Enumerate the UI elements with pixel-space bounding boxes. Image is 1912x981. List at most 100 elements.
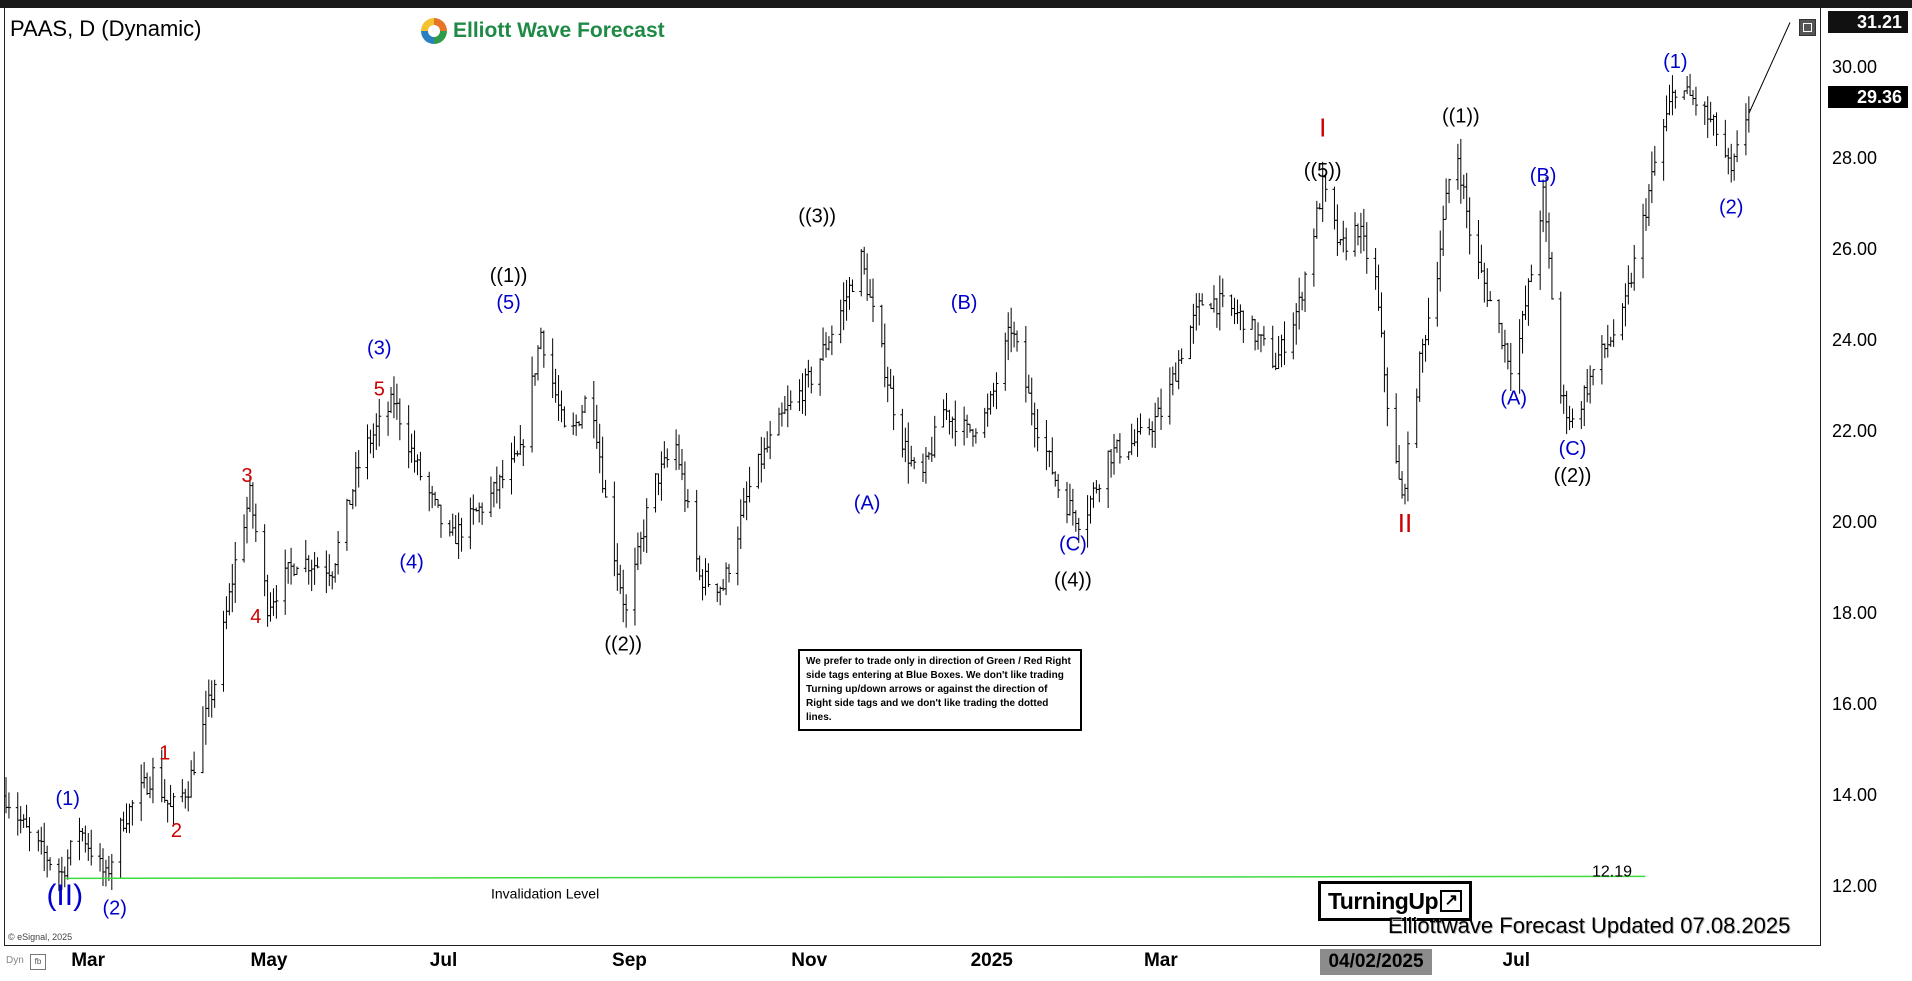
ohlc-bar bbox=[1303, 271, 1308, 312]
trading-note: We prefer to trade only in direction of … bbox=[798, 649, 1082, 731]
ohlc-bar bbox=[1447, 178, 1452, 204]
ohlc-bar bbox=[1297, 277, 1302, 330]
ohlc-bar bbox=[533, 373, 538, 386]
ohlc-bar bbox=[624, 594, 629, 628]
ohlc-bar bbox=[306, 555, 311, 585]
ohlc-bar bbox=[1167, 367, 1172, 425]
ohlc-bar bbox=[1097, 484, 1102, 503]
ohlc-bar bbox=[394, 383, 399, 420]
ohlc-bar bbox=[1485, 268, 1490, 307]
ohlc-bar bbox=[738, 499, 743, 550]
ohlc-bar bbox=[1258, 334, 1263, 353]
ohlc-bar bbox=[597, 423, 602, 474]
ohlc-bar bbox=[1112, 433, 1117, 475]
ohlc-bar bbox=[1150, 421, 1155, 448]
ohlc-bar bbox=[65, 849, 70, 880]
ohlc-bar bbox=[389, 386, 394, 414]
last-price-tag: 29.36 bbox=[1828, 86, 1908, 108]
ohlc-bar bbox=[1423, 334, 1428, 362]
ohlc-bar bbox=[494, 466, 499, 504]
ohlc-bar bbox=[212, 679, 217, 708]
wave-label: (A) bbox=[1500, 388, 1527, 410]
ohlc-bar bbox=[1235, 299, 1240, 324]
ohlc-bar bbox=[262, 524, 267, 597]
ohlc-bar bbox=[618, 564, 623, 594]
ohlc-bar bbox=[397, 398, 402, 441]
ohlc-bar bbox=[803, 368, 808, 416]
ohlc-bar bbox=[315, 557, 320, 569]
ohlc-bar bbox=[1629, 272, 1634, 288]
ohlc-bar bbox=[535, 345, 540, 381]
ohlc-bar bbox=[1579, 401, 1584, 430]
ohlc-bar bbox=[68, 840, 73, 866]
restore-window-icon[interactable] bbox=[1799, 19, 1816, 36]
ohlc-bar bbox=[253, 503, 258, 542]
ohlc-bar bbox=[42, 822, 47, 872]
invalidation-value: 12.19 bbox=[1592, 863, 1632, 880]
ohlc-bar bbox=[809, 366, 814, 394]
ohlc-bar bbox=[1438, 230, 1443, 292]
ohlc-bar bbox=[1241, 310, 1246, 343]
ohlc-bar bbox=[580, 404, 585, 429]
ohlc-bar bbox=[685, 489, 690, 509]
ohlc-bar bbox=[1441, 205, 1446, 257]
ohlc-bar bbox=[386, 401, 391, 436]
ohlc-bar bbox=[1549, 251, 1554, 300]
ohlc-bar bbox=[735, 526, 740, 586]
ohlc-bar bbox=[227, 583, 232, 616]
ohlc-bar bbox=[1109, 449, 1114, 478]
ohlc-bar bbox=[1188, 325, 1193, 360]
ohlc-bar bbox=[371, 423, 376, 459]
ohlc-bar bbox=[973, 428, 978, 444]
wave-label: ((1)) bbox=[1442, 106, 1480, 128]
ohlc-bar bbox=[1126, 451, 1131, 461]
ohlc-bar bbox=[1256, 322, 1261, 350]
ohlc-bar bbox=[500, 459, 505, 489]
ohlc-bar bbox=[665, 448, 670, 468]
ohlc-bar bbox=[1529, 264, 1534, 283]
ohlc-bar bbox=[468, 497, 473, 550]
ohlc-bar bbox=[1585, 368, 1590, 403]
ohlc-bar bbox=[932, 415, 937, 458]
wave-label: ((1)) bbox=[490, 265, 528, 287]
ohlc-bar bbox=[662, 441, 667, 469]
ohlc-bar bbox=[1176, 350, 1181, 390]
ohlc-bar bbox=[1191, 303, 1196, 344]
ohlc-bar bbox=[656, 473, 661, 496]
ohlc-bar bbox=[612, 481, 617, 577]
wave-label: ((2)) bbox=[1554, 465, 1592, 487]
wave-label: (2) bbox=[1719, 197, 1743, 219]
ohlc-bar bbox=[374, 413, 379, 450]
ohlc-bar bbox=[294, 566, 299, 575]
ohlc-bar bbox=[412, 430, 417, 473]
ohlc-bar bbox=[168, 784, 173, 808]
ohlc-bar bbox=[242, 514, 247, 563]
ohlc-bar bbox=[900, 408, 905, 458]
ohlc-bar bbox=[909, 445, 914, 467]
wave-label: I bbox=[1319, 112, 1326, 142]
ohlc-bar bbox=[1035, 409, 1040, 452]
ohlc-bar bbox=[162, 779, 167, 803]
wave-label: ((3)) bbox=[798, 206, 836, 228]
ohlc-bar bbox=[727, 563, 732, 583]
ohlc-bar bbox=[1420, 338, 1425, 373]
ohlc-bar bbox=[571, 412, 576, 435]
ohlc-bar bbox=[747, 466, 752, 503]
ohlc-bar bbox=[1088, 495, 1093, 524]
ohlc-bar bbox=[600, 436, 605, 493]
ohlc-bar bbox=[1508, 342, 1513, 391]
ohlc-bar bbox=[130, 800, 135, 826]
ohlc-bar bbox=[1106, 450, 1111, 508]
ohlc-bar bbox=[865, 253, 870, 301]
ohlc-bar bbox=[148, 776, 153, 799]
ohlc-bar bbox=[782, 395, 787, 414]
ohlc-bar bbox=[406, 405, 411, 469]
wave-label: 2 bbox=[171, 820, 182, 842]
ohlc-bar bbox=[785, 385, 790, 428]
ohlc-bar bbox=[965, 414, 970, 439]
settings-icon[interactable]: fb bbox=[30, 954, 46, 970]
ohlc-bar bbox=[450, 513, 455, 536]
ohlc-bar bbox=[923, 447, 928, 484]
